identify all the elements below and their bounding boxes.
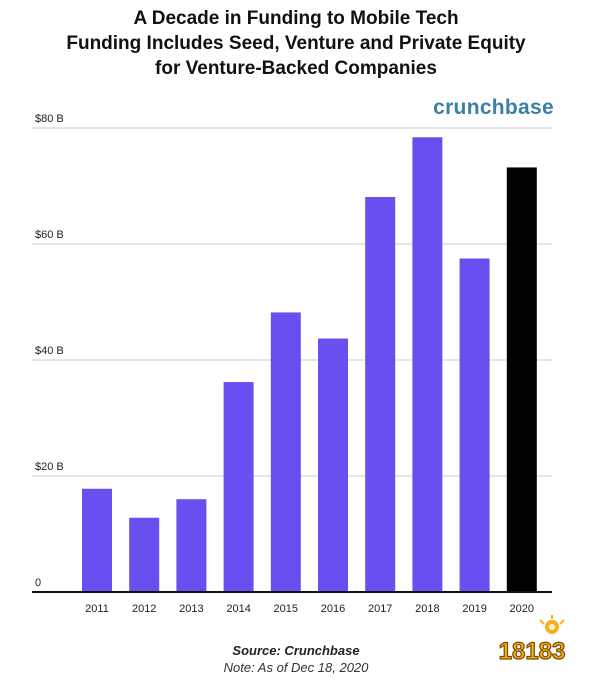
- bar-2011: [82, 488, 112, 592]
- x-tick-label: 2019: [462, 603, 486, 615]
- bar-2016: [318, 338, 348, 592]
- bar-2014: [223, 382, 254, 592]
- x-axis-labels: 2011 2012 2013 2014 2015 2016 2017 2018 2019 2020: [85, 603, 534, 615]
- crunchbase-logo: crunchbase: [433, 96, 554, 119]
- x-tick-label: 2017: [368, 603, 392, 615]
- bar-2018: [412, 137, 443, 592]
- site-watermark-logo: 18183: [498, 615, 566, 666]
- bar-2015: [270, 312, 301, 592]
- x-tick-label: 2018: [415, 603, 439, 615]
- watermark-sparkle-icon: [539, 615, 565, 634]
- x-tick-label: 2013: [179, 603, 203, 615]
- bar-2020: [506, 167, 537, 592]
- source-note: Source: Crunchbase: [232, 643, 360, 658]
- date-note: Note: As of Dec 18, 2020: [223, 660, 369, 675]
- chart-title: A Decade in Funding to Mobile Tech: [133, 8, 459, 29]
- bar-2017: [365, 197, 396, 592]
- chart-subtitle-line2: for Venture-Backed Companies: [155, 58, 437, 79]
- x-tick-label: 2012: [132, 603, 156, 615]
- bar-2012: [129, 517, 160, 592]
- chart-subtitle: Funding Includes Seed, Venture and Priva…: [66, 33, 526, 54]
- x-tick-label: 2011: [85, 603, 109, 615]
- y-tick-label: $40 B: [35, 345, 64, 357]
- x-tick-label: 2014: [226, 603, 250, 615]
- x-tick-label: 2020: [510, 603, 534, 615]
- watermark-text: 18183: [499, 638, 566, 665]
- y-tick-label: 0: [35, 577, 41, 589]
- x-tick-label: 2015: [274, 603, 298, 615]
- y-tick-label: $20 B: [35, 461, 64, 473]
- y-tick-label: $60 B: [35, 229, 64, 241]
- bar-2013: [176, 499, 207, 592]
- y-axis-labels: 0 $20 B $40 B $60 B $80 B: [35, 113, 64, 589]
- bar-2019: [459, 258, 490, 592]
- y-tick-label: $80 B: [35, 113, 64, 125]
- bars: [82, 137, 537, 592]
- x-tick-label: 2016: [321, 603, 345, 615]
